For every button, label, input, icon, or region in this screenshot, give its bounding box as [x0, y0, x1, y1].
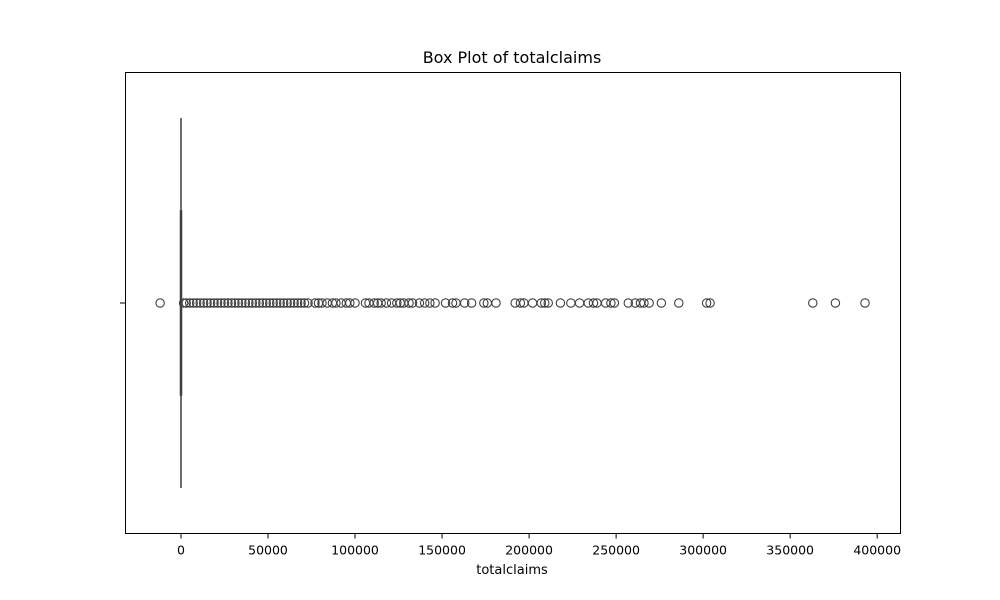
outlier-point — [251, 298, 261, 308]
outlier-point — [230, 298, 240, 308]
outlier-point — [536, 298, 547, 308]
chart-title: Box Plot of totalclaims — [423, 48, 602, 67]
x-tick-label: 250000 — [592, 543, 640, 558]
x-tick-label: 200000 — [505, 543, 553, 558]
outlier-point — [588, 298, 599, 308]
outlier-point — [317, 298, 327, 308]
outlier-point — [299, 298, 310, 308]
outlier-point — [345, 298, 355, 308]
outlier-point — [271, 298, 282, 308]
x-axis-label: totalclaims — [476, 563, 548, 578]
outlier-point — [459, 298, 470, 308]
outlier-point — [184, 298, 195, 308]
outlier-point — [155, 298, 165, 308]
outlier-points — [155, 298, 870, 308]
outlier-point — [860, 298, 870, 308]
x-tick-label: 0 — [177, 543, 185, 558]
outlier-point — [247, 298, 258, 308]
outlier-point — [491, 298, 501, 308]
outlier-point — [268, 298, 278, 308]
outlier-point — [181, 298, 191, 308]
outlier-point — [644, 298, 654, 308]
outlier-point — [466, 298, 477, 308]
outlier-point — [195, 298, 205, 308]
outlier-point — [392, 298, 402, 308]
outlier-point — [296, 298, 306, 308]
outlier-point — [623, 298, 634, 308]
outlier-point — [515, 298, 526, 308]
outlier-point — [178, 298, 189, 308]
outlier-point — [425, 298, 435, 308]
outlier-point — [369, 298, 379, 308]
outlier-point — [701, 298, 712, 308]
x-tick-label: 400000 — [853, 543, 901, 558]
x-tick-label: 350000 — [766, 543, 814, 558]
outlier-point — [419, 298, 430, 308]
outlier-point — [240, 298, 251, 308]
outlier-point — [205, 298, 216, 308]
outlier-point — [555, 298, 566, 308]
outlier-point — [254, 298, 265, 308]
outlier-point — [310, 298, 320, 308]
outlier-point — [223, 298, 233, 308]
outlier-point — [350, 298, 360, 308]
outlier-point — [543, 298, 553, 308]
outlier-point — [285, 298, 296, 308]
outlier-point — [540, 298, 550, 308]
outlier-point — [376, 298, 386, 308]
outlier-point — [430, 298, 440, 308]
outlier-point — [381, 298, 392, 308]
x-tick-label: 150000 — [418, 543, 466, 558]
outlier-point — [404, 298, 414, 308]
outlier-point — [574, 298, 585, 308]
x-tick-label: 50000 — [248, 543, 288, 558]
outlier-point — [261, 298, 272, 308]
outlier-point — [331, 298, 341, 308]
outlier-point — [303, 298, 313, 308]
outlier-point — [289, 298, 299, 308]
outlier-point — [278, 298, 289, 308]
outlier-point — [191, 298, 202, 308]
outlier-point — [209, 298, 219, 308]
outlier-point — [808, 298, 818, 308]
outlier-point — [414, 298, 425, 308]
outlier-point — [292, 298, 303, 308]
outlier-point — [566, 298, 576, 308]
outlier-point — [674, 298, 684, 308]
outlier-point — [219, 298, 230, 308]
outlier-point — [656, 298, 667, 308]
outlier-point — [440, 298, 451, 308]
outlier-point — [527, 298, 538, 308]
outlier-point — [258, 298, 268, 308]
outlier-point — [212, 298, 223, 308]
outlier-point — [606, 298, 616, 308]
outlier-point — [479, 298, 489, 308]
outlier-point — [639, 298, 649, 308]
outlier-point — [226, 298, 237, 308]
outlier-point — [244, 298, 254, 308]
outlier-point — [447, 298, 458, 308]
outlier-point — [830, 298, 841, 308]
outlier-point — [233, 298, 244, 308]
x-tick-label: 100000 — [331, 543, 379, 558]
x-axis: 0 50000 100000 150000 200000 250000 300000 3500… — [177, 533, 901, 558]
box-element — [179, 118, 183, 488]
outlier-point — [705, 298, 715, 308]
outlier-point — [198, 298, 209, 308]
outlier-point — [407, 298, 418, 308]
outlier-point — [237, 298, 247, 308]
outlier-point — [265, 298, 275, 308]
outlier-point — [188, 298, 198, 308]
outlier-point — [282, 298, 292, 308]
outlier-point — [275, 298, 285, 308]
plot-frame — [125, 72, 901, 534]
outlier-point — [202, 298, 212, 308]
outlier-point — [609, 298, 620, 308]
x-tick-label: 300000 — [679, 543, 727, 558]
outlier-point — [216, 298, 226, 308]
